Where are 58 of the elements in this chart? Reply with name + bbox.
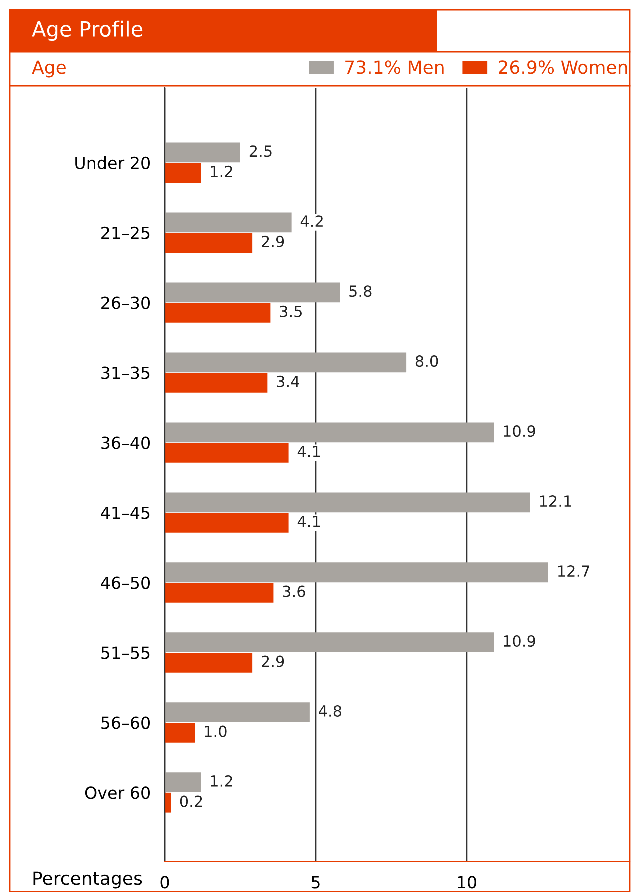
data-label: 1.0 bbox=[205, 726, 227, 738]
data-label: 4.1 bbox=[298, 516, 320, 528]
x-tick-label: 10 bbox=[458, 876, 476, 889]
data-label: 1.2 bbox=[211, 775, 232, 787]
data-label: 2.9 bbox=[262, 656, 284, 668]
data-label: 12.7 bbox=[558, 566, 590, 577]
chart-title: Age Profile bbox=[32, 20, 143, 42]
bar bbox=[165, 702, 310, 723]
bar bbox=[165, 652, 253, 673]
data-label: 8.0 bbox=[416, 356, 438, 368]
y-tick-label: 21–25 bbox=[102, 226, 150, 240]
data-label: 2.5 bbox=[250, 146, 272, 158]
bar bbox=[165, 233, 253, 253]
bar bbox=[165, 282, 340, 303]
bar bbox=[165, 422, 494, 443]
chart-subtitle: Age bbox=[32, 60, 66, 78]
x-tick-label: 0 bbox=[160, 876, 170, 889]
y-tick-label: Under 20 bbox=[76, 156, 150, 170]
data-label: 3.4 bbox=[277, 376, 300, 388]
bar bbox=[165, 562, 548, 583]
bar bbox=[165, 722, 196, 743]
data-label: 4.8 bbox=[319, 705, 342, 718]
data-label: 10.9 bbox=[504, 635, 536, 648]
legend-label: 73.1% Men bbox=[346, 60, 444, 74]
bar bbox=[165, 772, 202, 793]
bar bbox=[165, 352, 407, 373]
data-label: 4.1 bbox=[298, 446, 320, 458]
x-axis-title: Percentages bbox=[34, 872, 142, 889]
y-tick-label: 36–40 bbox=[102, 436, 150, 450]
bar bbox=[165, 632, 494, 653]
bar bbox=[165, 303, 271, 323]
bar bbox=[165, 582, 274, 603]
bar bbox=[165, 163, 202, 183]
y-tick-label: Over 60 bbox=[85, 786, 150, 800]
bar bbox=[165, 373, 268, 393]
x-tick-label: 5 bbox=[312, 876, 320, 889]
y-tick-label: 31–35 bbox=[102, 366, 150, 380]
bar bbox=[165, 492, 530, 513]
data-label: 12.1 bbox=[540, 496, 572, 507]
bar bbox=[165, 792, 172, 813]
data-label: 1.2 bbox=[211, 166, 232, 178]
y-tick-label: 46–50 bbox=[101, 576, 150, 590]
data-label: 0.2 bbox=[180, 796, 202, 808]
data-label: 4.2 bbox=[300, 216, 323, 227]
data-label: 3.5 bbox=[280, 306, 302, 318]
bar bbox=[165, 443, 289, 463]
bar bbox=[165, 142, 240, 163]
bar bbox=[165, 512, 289, 533]
data-label: 3.6 bbox=[283, 586, 306, 598]
y-tick-label: 26–30 bbox=[102, 296, 150, 310]
y-tick-label: 51–55 bbox=[102, 646, 150, 660]
bar bbox=[165, 212, 292, 233]
data-label: 2.9 bbox=[262, 236, 284, 248]
data-label: 10.9 bbox=[504, 426, 536, 438]
y-tick-label: 56–60 bbox=[102, 716, 150, 730]
y-tick-label: 41–45 bbox=[101, 506, 150, 520]
legend-label: 26.9% Women bbox=[499, 60, 628, 74]
data-label: 5.8 bbox=[350, 286, 372, 298]
